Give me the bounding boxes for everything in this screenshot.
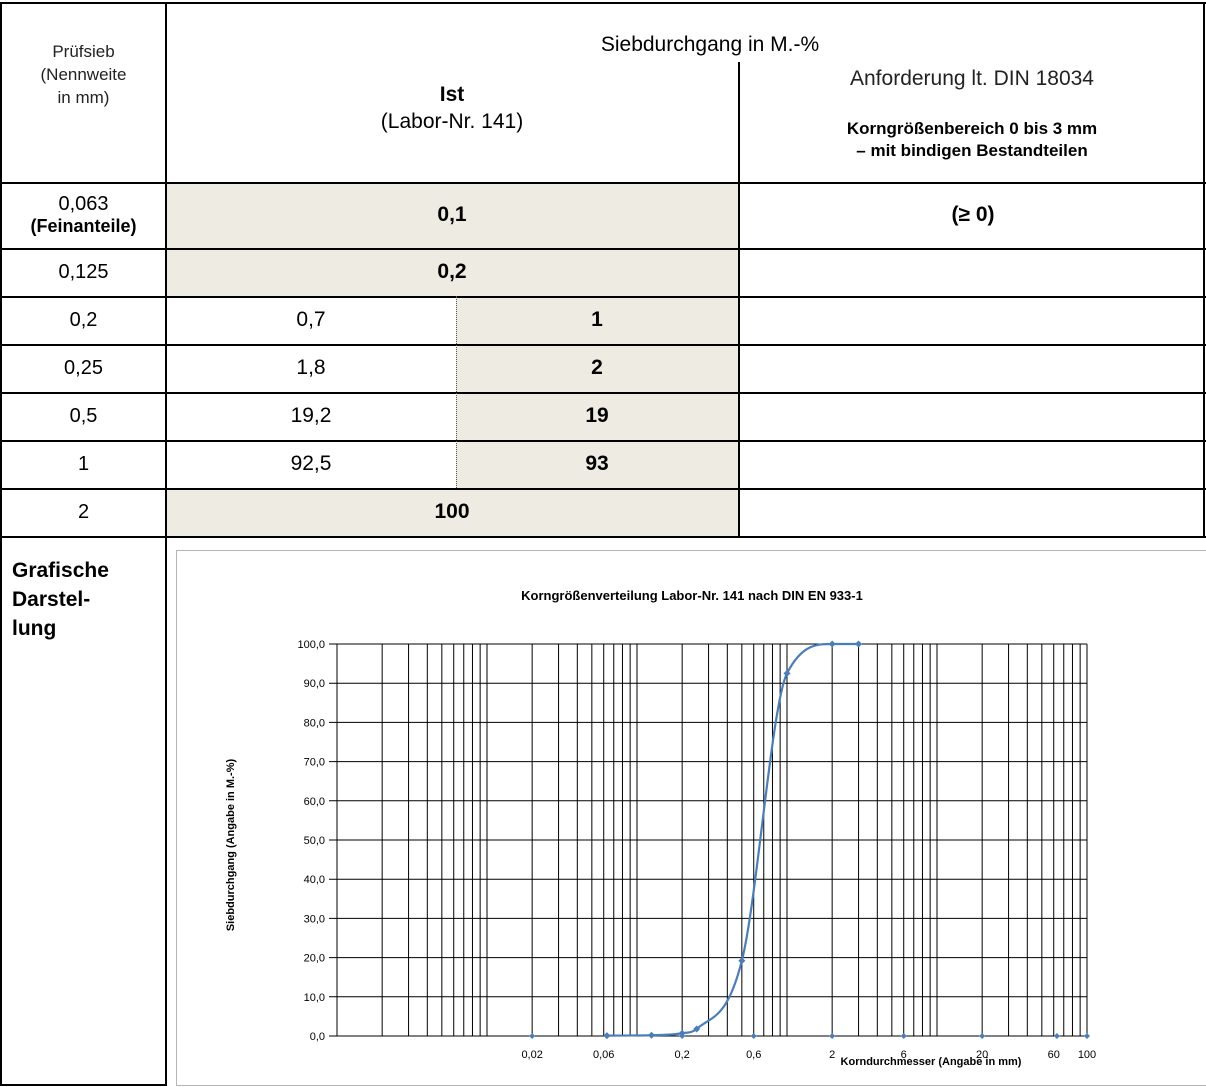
y-tick-label: 60,0 [304,796,325,808]
table-rule [0,296,1206,298]
axis-marker [529,1033,536,1039]
sieve-size: 0,25 [64,357,103,379]
table-rule [0,182,1206,184]
sieve-size-cell: 0,5 [2,392,165,440]
data-point [648,1031,656,1039]
data-point [855,640,863,648]
data-point [603,1032,611,1040]
table-rule [165,2,167,1086]
sieve-note: (Feinanteile) [30,216,137,236]
data-point [828,640,836,648]
sieve-size-cell: 0,063 (Feinanteile) [2,182,165,248]
y-tick-label: 30,0 [304,913,325,925]
sieve-size: 0,2 [69,309,98,331]
axis-marker [1053,1033,1060,1039]
axis-marker [1084,1033,1090,1039]
x-tick-label: 0,06 [593,1049,614,1061]
x-tick-label: 0,2 [675,1049,690,1061]
data-point [693,1025,701,1033]
data-point [783,669,791,677]
requirement-title: Anforderung lt. DIN 18034 [850,67,1094,90]
x-tick-label: 0,6 [746,1049,761,1061]
ist-label: Ist [439,83,465,106]
sieve-size-cell: 2 [2,488,165,536]
sieve-size-cell: 0,25 [2,344,165,392]
passing-value-merged: 0,1 [166,182,738,248]
table-rule [1203,2,1205,536]
requirement-cohesive: – mit bindigen Bestandteilen [856,141,1088,160]
y-tick-label: 100,0 [297,639,325,651]
passing-value-rounded: 1 [456,296,738,344]
x-tick-label: 20 [976,1049,988,1061]
sieve-size-cell: 1 [2,440,165,488]
y-tick-label: 10,0 [304,992,325,1004]
requirement-value: (≥ 0) [951,203,995,226]
x-tick-label: 6 [901,1049,907,1061]
sieve-size-cell: 0,2 [2,296,165,344]
sieve-header-line: Prüfsieb [52,42,115,61]
data-point [738,957,746,965]
axis-marker [829,1033,836,1039]
table-rule [0,344,1206,346]
chart-frame: 0,0 10,0 20,0 30,0 40,0 50,0 60,0 70,0 80,0 90,0 1… [176,550,1206,1086]
y-tick-label: 40,0 [304,874,325,886]
table-rule [0,1084,166,1086]
sieve-size: 0,063 [58,193,109,215]
requirement-header: Anforderung lt. DIN 18034 Korngrößenbere… [738,62,1206,180]
passing-value-measured: 19,2 [290,404,332,427]
x-tick-label: 60 [1048,1049,1060,1061]
passing-value-rounded: 2 [456,344,738,392]
x-tick-label: 2 [829,1049,835,1061]
y-tick-label: 80,0 [304,717,325,729]
table-rule [0,536,1206,538]
y-tick-label: 50,0 [304,835,325,847]
axis-marker [900,1033,907,1039]
table-rule [0,2,2,1086]
table-rule [0,2,1206,4]
axis-marker [750,1033,757,1039]
sieve-size: 0,5 [69,405,98,427]
sieve-column-header: Prüfsieb (Nennweite in mm) [2,40,165,140]
x-axis-label: Korndurchmesser (Angabe in mm) [841,1056,1022,1068]
passing-value-rounded: 93 [456,440,738,488]
ist-header: Ist (Labor-Nr. 141) [166,82,738,172]
x-tick-label: 0,02 [521,1049,542,1061]
passing-value-rounded: 19 [456,392,738,440]
requirement-range: Korngrößenbereich 0 bis 3 mm [846,119,1098,138]
y-tick-label: 0,0 [310,1031,325,1043]
passing-value-measured: 0,7 [296,308,326,331]
graph-label-line: lung [12,617,57,640]
sieve-header-line: (Nennweite [40,65,127,84]
y-tick-label: 90,0 [304,678,325,690]
data-point [678,1029,686,1037]
passing-value-measured: 92,5 [290,452,332,475]
y-axis-label: Siebdurchgang (Angabe in M.-%) [225,759,237,932]
passing-value-merged: 0,2 [166,248,738,296]
span-header: Siebdurchgang in M.-% [600,33,820,56]
y-tick-label: 20,0 [304,953,325,965]
sieve-size: 2 [77,501,90,523]
table-rule [0,440,1206,442]
sieve-header-line: in mm) [57,88,110,107]
axis-marker [979,1033,986,1039]
sieve-size: 0,125 [58,261,109,283]
grain-size-chart: 0,0 10,0 20,0 30,0 40,0 50,0 60,0 70,0 80,0 90,0 1… [225,588,1096,1068]
y-tick-label: 70,0 [304,757,325,769]
passing-value-measured: 1,8 [296,356,326,379]
x-tick-label: 100 [1078,1049,1096,1061]
column-divider [456,296,457,488]
table-rule [0,248,1206,250]
table-rule [0,488,1206,490]
chart-title: Korngrößenverteilung Labor-Nr. 141 nach … [521,588,863,603]
graph-label-line: Grafische [12,559,109,582]
passing-value-merged: 100 [166,488,738,536]
ist-sublabel: (Labor-Nr. 141) [380,110,524,133]
sieve-size: 1 [77,453,90,475]
sieve-size-cell: 0,125 [2,248,165,296]
table-rule [738,62,740,536]
table-rule [0,392,1206,394]
graph-label: Grafische Darstel- lung [12,556,109,643]
graph-label-line: Darstel- [12,588,91,611]
